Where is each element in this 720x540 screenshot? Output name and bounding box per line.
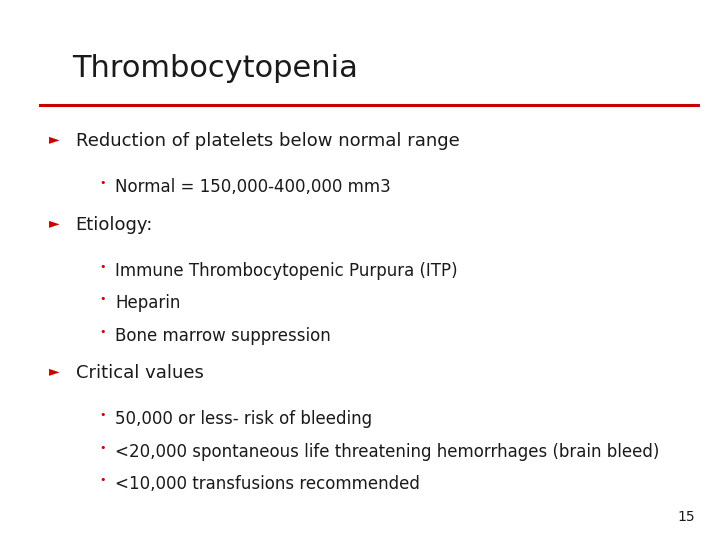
Text: Bone marrow suppression: Bone marrow suppression	[115, 327, 331, 345]
Text: <10,000 transfusions recommended: <10,000 transfusions recommended	[115, 475, 420, 493]
Text: •: •	[99, 327, 106, 337]
Text: •: •	[99, 178, 106, 188]
Text: •: •	[99, 410, 106, 421]
Text: ►: ►	[49, 216, 60, 230]
Text: Heparin: Heparin	[115, 294, 181, 312]
Text: ►: ►	[49, 364, 60, 379]
Text: Etiology:: Etiology:	[76, 216, 153, 234]
Text: Reduction of platelets below normal range: Reduction of platelets below normal rang…	[76, 132, 459, 150]
Text: •: •	[99, 475, 106, 485]
Text: Immune Thrombocytopenic Purpura (ITP): Immune Thrombocytopenic Purpura (ITP)	[115, 262, 458, 280]
Text: •: •	[99, 262, 106, 272]
Text: 15: 15	[678, 510, 695, 524]
Text: •: •	[99, 294, 106, 305]
Text: 50,000 or less- risk of bleeding: 50,000 or less- risk of bleeding	[115, 410, 372, 428]
Text: <20,000 spontaneous life threatening hemorrhages (brain bleed): <20,000 spontaneous life threatening hem…	[115, 443, 660, 461]
Text: Thrombocytopenia: Thrombocytopenia	[72, 54, 358, 83]
Text: •: •	[99, 443, 106, 453]
Text: Normal = 150,000-400,000 mm3: Normal = 150,000-400,000 mm3	[115, 178, 391, 196]
Text: ►: ►	[49, 132, 60, 146]
Text: Critical values: Critical values	[76, 364, 204, 382]
